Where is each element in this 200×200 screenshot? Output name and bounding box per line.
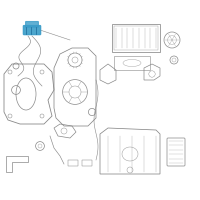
Bar <box>68 160 78 166</box>
Bar <box>112 24 160 52</box>
Bar <box>114 26 158 50</box>
Bar <box>114 56 150 70</box>
Bar <box>82 160 92 166</box>
FancyBboxPatch shape <box>23 26 41 35</box>
FancyBboxPatch shape <box>26 22 38 27</box>
